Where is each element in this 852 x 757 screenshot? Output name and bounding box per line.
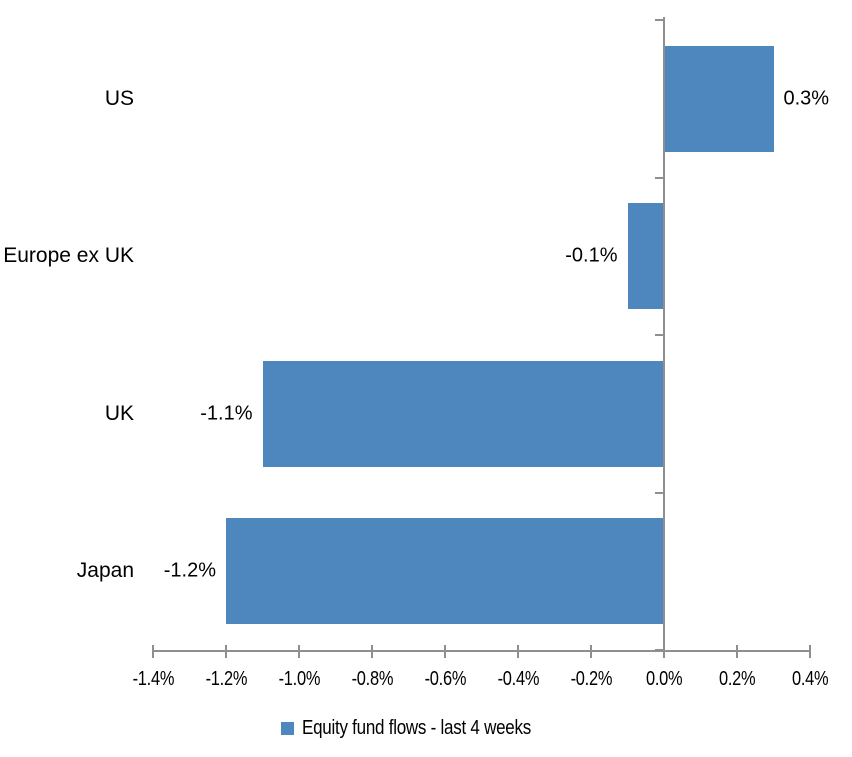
x-tick-label: -0.8% <box>327 668 417 691</box>
x-tick-label-text: -0.4% <box>497 668 539 690</box>
x-tick-mark <box>809 645 811 658</box>
bar-data-label: -0.1% <box>565 244 618 267</box>
x-tick-mark <box>371 645 373 658</box>
x-tick-label: -1.4% <box>108 668 198 691</box>
bar <box>627 203 664 310</box>
category-axis-line <box>663 17 665 652</box>
x-tick-label: -1.0% <box>254 668 344 691</box>
category-tick-mark <box>655 176 664 179</box>
bar-data-label: -1.2% <box>163 559 216 582</box>
x-tick-label: -0.4% <box>473 668 563 691</box>
x-tick-label: 0.2% <box>692 668 782 691</box>
x-tick-mark <box>225 645 227 658</box>
x-tick-mark <box>736 645 738 658</box>
x-tick-mark <box>517 645 519 658</box>
x-tick-label: -0.2% <box>546 668 636 691</box>
category-tick-mark <box>655 491 664 494</box>
bar <box>262 360 664 467</box>
legend: Equity fund flows - last 4 weeks <box>0 712 852 744</box>
x-tick-label-text: -0.8% <box>351 668 393 690</box>
x-tick-mark <box>152 645 154 658</box>
x-tick-label-text: -1.4% <box>132 668 174 690</box>
category-label: UK <box>104 401 134 425</box>
x-tick-label: 0.4% <box>765 668 852 691</box>
legend-label: Equity fund flows - last 4 weeks <box>301 716 531 739</box>
category-tick-mark <box>655 19 664 21</box>
category-label: US <box>104 86 134 110</box>
bar-data-label: -1.1% <box>200 402 253 425</box>
category-tick-mark <box>655 334 664 336</box>
category-label: Europe ex UK <box>3 244 134 268</box>
x-tick-mark <box>444 645 446 658</box>
x-tick-label-text: 0.0% <box>645 668 683 690</box>
x-axis-line <box>152 650 811 652</box>
legend-swatch-icon <box>280 721 294 735</box>
x-tick-mark <box>590 645 592 658</box>
x-tick-mark <box>298 645 300 658</box>
x-tick-label: -1.2% <box>181 668 271 691</box>
x-tick-label-text: -1.2% <box>205 668 247 690</box>
bar-data-label: 0.3% <box>783 87 830 110</box>
x-tick-label-text: -0.2% <box>570 668 612 690</box>
x-tick-mark <box>663 645 665 658</box>
x-tick-label-text: 0.4% <box>791 668 829 690</box>
x-tick-label-text: 0.2% <box>718 668 756 690</box>
bar <box>664 45 774 152</box>
x-tick-label-text: -1.0% <box>278 668 320 690</box>
bar <box>226 518 664 625</box>
x-tick-label: -0.6% <box>400 668 490 691</box>
x-tick-label: 0.0% <box>619 668 709 691</box>
x-tick-label-text: -0.6% <box>424 668 466 690</box>
category-label: Japan <box>76 559 134 583</box>
